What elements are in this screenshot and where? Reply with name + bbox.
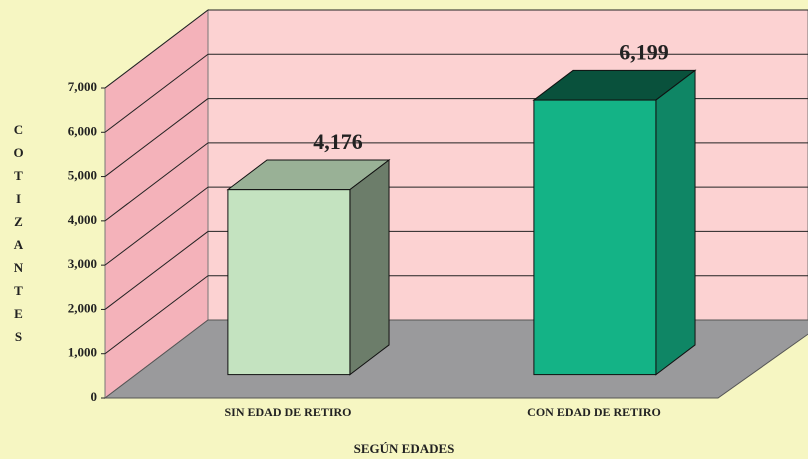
grid-line bbox=[104, 53, 209, 133]
x-tick-label: CON EDAD DE RETIRO bbox=[527, 405, 661, 419]
bar-side bbox=[349, 159, 390, 376]
y-tick-label: 7,000 bbox=[68, 79, 97, 94]
y-tick-label: 0 bbox=[91, 389, 98, 404]
y-tick-label: 5,000 bbox=[68, 168, 97, 183]
value-label: 6,199 bbox=[619, 39, 669, 64]
floor bbox=[103, 319, 808, 399]
x-tick-label: SIN EDAD DE RETIRO bbox=[224, 405, 351, 419]
bar bbox=[226, 159, 391, 376]
y-tick-label: 2,000 bbox=[68, 300, 97, 315]
y-tick-label: 1,000 bbox=[68, 345, 97, 360]
grid-line bbox=[104, 9, 209, 89]
y-tick-label: 4,000 bbox=[68, 212, 97, 227]
bar bbox=[532, 69, 697, 376]
y-tick-label: 3,000 bbox=[68, 256, 97, 271]
grid-line bbox=[104, 275, 209, 355]
grid-line bbox=[104, 98, 209, 177]
x-axis-label: SEGÚN EDADES bbox=[354, 441, 455, 456]
grid-line bbox=[104, 142, 209, 222]
y-tick-label: 6,000 bbox=[68, 123, 97, 138]
grid-line bbox=[104, 186, 209, 266]
grid-line bbox=[104, 231, 209, 310]
bar-front bbox=[227, 189, 351, 376]
value-label: 4,176 bbox=[313, 129, 363, 154]
y-axis-label: COTIZANTES bbox=[11, 122, 26, 352]
bar-side bbox=[655, 69, 696, 376]
bar-front bbox=[533, 99, 657, 376]
